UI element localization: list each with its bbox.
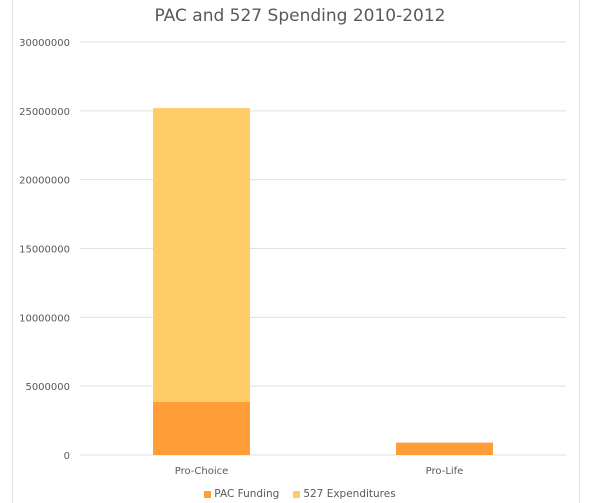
- bar-pac-funding: [396, 442, 493, 455]
- legend-label: PAC Funding: [214, 488, 280, 500]
- y-tick-label: 10000000: [19, 313, 70, 324]
- chart-area: [12, 0, 580, 503]
- y-tick-label: 5000000: [25, 382, 70, 393]
- x-tick-label: Pro-Life: [426, 466, 464, 477]
- legend: PAC Funding 527 Expenditures: [0, 488, 600, 501]
- x-tick-label: Pro-Choice: [175, 466, 229, 477]
- legend-item: 527 Expenditures: [293, 488, 396, 500]
- legend-item: PAC Funding: [204, 488, 279, 500]
- bar-pac-funding: [153, 401, 250, 455]
- y-tick-label: 15000000: [19, 245, 70, 256]
- y-tick-label: 20000000: [19, 176, 70, 187]
- legend-label: 527 Expenditures: [303, 488, 396, 500]
- legend-swatch: [204, 490, 212, 498]
- y-tick-label: 30000000: [19, 38, 70, 49]
- legend-swatch: [293, 490, 301, 498]
- y-tick-label: 25000000: [19, 107, 70, 118]
- bar-527-expenditures: [153, 108, 250, 402]
- y-tick-label: 0: [64, 451, 70, 462]
- chart-title: PAC and 527 Spending 2010-2012: [154, 6, 446, 26]
